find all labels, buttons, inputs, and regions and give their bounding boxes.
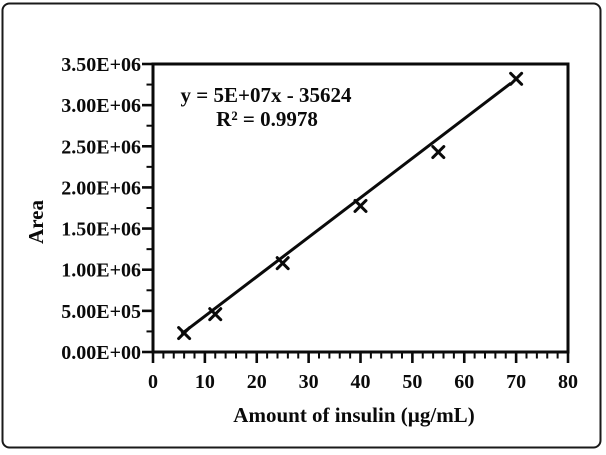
x-axis-ticks (151, 353, 570, 363)
y-tick-label: 3.50E+06 (61, 54, 141, 76)
x-tick-label: 70 (506, 371, 526, 393)
x-tick-label: 20 (247, 371, 267, 393)
x-axis-tick-labels: 0 10 20 30 40 50 60 70 80 (148, 371, 578, 393)
r-squared-label: R² = 0.9978 (216, 107, 318, 131)
x-tick-label: 10 (195, 371, 215, 393)
y-tick-label: 2.50E+06 (61, 136, 141, 158)
x-tick-label: 30 (299, 371, 319, 393)
data-series (177, 71, 524, 341)
x-tick-label: 80 (558, 371, 578, 393)
data-point-marker (353, 198, 368, 213)
y-tick-label: 3.00E+06 (61, 95, 141, 117)
data-point-marker (208, 307, 223, 322)
y-tick-label: 0.00E+00 (61, 342, 141, 364)
x-tick-label: 40 (351, 371, 371, 393)
trendline (180, 81, 512, 336)
data-point-marker (431, 145, 446, 160)
x-axis-title: Amount of insulin (µg/mL) (233, 403, 474, 427)
figure-border (1, 2, 602, 449)
data-point-marker (275, 256, 290, 271)
data-point-marker (177, 326, 192, 341)
y-tick-label: 2.00E+06 (61, 177, 141, 199)
data-point-marker (509, 71, 524, 86)
y-axis-ticks (142, 62, 152, 354)
x-tick-label: 0 (148, 371, 158, 393)
x-tick-label: 50 (402, 371, 422, 393)
trendline-equation-label: y = 5E+07x - 35624 (181, 83, 352, 107)
x-tick-label: 60 (454, 371, 474, 393)
y-tick-label: 1.50E+06 (61, 219, 141, 241)
y-tick-label: 5.00E+05 (61, 301, 141, 323)
y-tick-label: 1.00E+06 (61, 260, 141, 282)
y-axis-title: Area (24, 200, 48, 244)
y-axis-tick-labels: 0.00E+00 5.00E+05 1.00E+06 1.50E+06 2.00E+06… (61, 54, 141, 364)
